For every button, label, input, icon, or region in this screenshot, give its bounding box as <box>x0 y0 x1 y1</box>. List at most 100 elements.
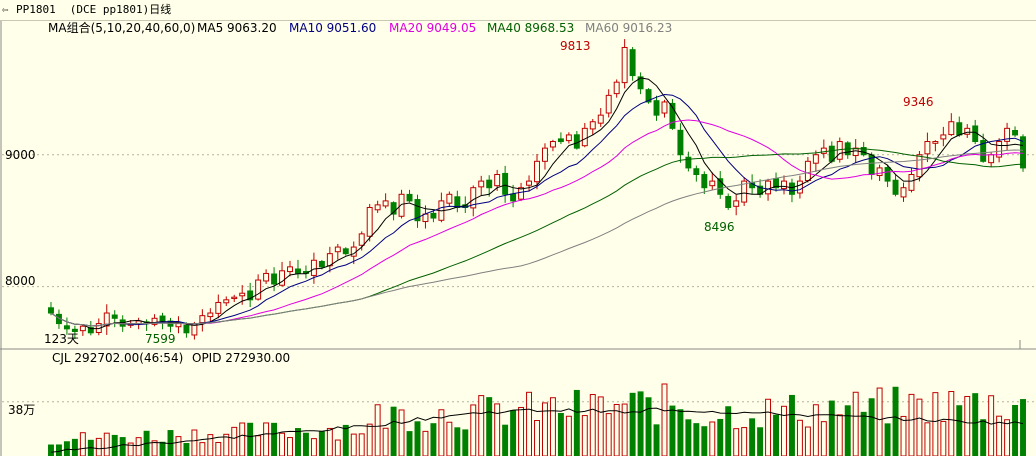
days-annotation: 123天 <box>44 332 79 346</box>
candle-up <box>175 323 182 328</box>
volume-bar-up <box>964 395 971 456</box>
candle-down <box>183 324 190 334</box>
candle-up <box>924 141 931 155</box>
candle-up <box>781 180 787 190</box>
high-annotation: 9813 <box>560 39 591 53</box>
candle-up <box>239 292 246 297</box>
candle-up <box>741 180 748 203</box>
volume-bar-down <box>406 431 413 456</box>
volume-bar-down <box>685 419 692 456</box>
volume-bar-up <box>661 383 668 456</box>
volume-bar-up <box>876 387 883 456</box>
candle-up <box>199 315 206 324</box>
candle-up <box>398 193 405 217</box>
candle-up <box>661 101 668 114</box>
candle-up <box>765 180 772 195</box>
volume-bar-up <box>382 427 389 456</box>
volume-bar-up <box>796 419 803 456</box>
volume-bar-up <box>223 433 230 456</box>
ma40-legend: MA40 8968.53 <box>487 21 574 35</box>
candle-up <box>1004 127 1011 142</box>
volume-bar-down <box>430 423 437 456</box>
volume-bar-down <box>454 427 461 456</box>
volume-bar-down <box>295 428 301 456</box>
candle-up <box>470 187 477 209</box>
candle-down <box>247 290 254 301</box>
volume-bar-down <box>717 418 724 456</box>
candle-down <box>788 182 795 195</box>
ma20-line <box>50 119 1024 327</box>
volume-bar-down <box>1020 399 1026 456</box>
candle-up <box>581 127 588 147</box>
volume-bar-up <box>1004 419 1011 456</box>
candle-up <box>366 206 373 237</box>
candle-up <box>900 187 907 198</box>
candle-down <box>159 315 166 322</box>
volume-bar-down <box>573 389 580 456</box>
volume-bar-down <box>502 424 509 456</box>
candle-up <box>852 147 859 157</box>
chart-title: (DCE pp1801)日线 <box>69 3 172 16</box>
candle-down <box>414 199 421 222</box>
candle-down <box>295 268 301 274</box>
candle-up <box>151 317 158 325</box>
volume-bar-up <box>326 427 333 456</box>
candle-up <box>605 94 612 114</box>
candle-up <box>287 266 293 273</box>
volume-bar-down <box>486 397 493 456</box>
candle-up <box>613 81 620 95</box>
candle-down <box>71 328 78 332</box>
opid-legend: OPID 272930.00 <box>192 351 290 365</box>
candle-down <box>717 178 724 195</box>
ma10-legend: MA10 9051.60 <box>289 21 376 35</box>
volume-bar-up <box>366 423 373 456</box>
volume-bar-up <box>765 398 772 456</box>
volume-bar-up <box>255 435 262 456</box>
volume-bar-down <box>119 437 126 456</box>
back-arrow-icon[interactable]: ⇦ <box>2 3 9 16</box>
volume-bar-up <box>422 430 429 456</box>
volume-bar-down <box>956 405 963 456</box>
volume-bars <box>48 383 1026 456</box>
volume-bar-up <box>310 438 317 456</box>
candle-down <box>980 140 987 162</box>
candle-down <box>87 327 94 334</box>
volume-bar-up <box>852 391 859 456</box>
candle-up <box>733 200 740 207</box>
symbol-label: PP1801 <box>16 3 56 16</box>
candle-up <box>932 141 939 144</box>
ma60-line <box>50 149 1024 327</box>
volume-bar-up <box>263 422 270 456</box>
volume-bar-down <box>159 441 166 456</box>
volume-bar-up <box>581 415 588 456</box>
candle-down <box>271 273 278 285</box>
volume-bar-up <box>175 436 182 456</box>
volume-bar-up <box>207 434 214 456</box>
candle-up <box>709 180 716 187</box>
candle-up <box>621 46 628 84</box>
volume-bar-down <box>725 406 732 456</box>
volume-bar-down <box>637 391 644 456</box>
left-low-annotation: 7599 <box>145 332 176 346</box>
candle-down <box>48 307 54 314</box>
candle-down <box>111 314 118 319</box>
candle-up <box>478 180 485 188</box>
candle-up <box>836 141 843 160</box>
candle-down <box>390 202 397 215</box>
volume-bar-up <box>932 392 939 456</box>
candle-up <box>279 270 286 286</box>
ma20-legend: MA20 9049.05 <box>389 21 476 35</box>
moving-average-lines <box>50 77 1024 330</box>
volume-bar-down <box>980 419 987 456</box>
volume-bar-up <box>940 420 947 456</box>
candle-up <box>988 154 995 164</box>
volume-bar-up <box>350 433 357 456</box>
candle-down <box>430 212 437 219</box>
volume-bar-up <box>446 421 453 456</box>
candle-down <box>629 49 636 77</box>
candle-up <box>804 160 811 182</box>
volume-bar-down <box>653 424 660 456</box>
volume-bar-down <box>860 411 867 456</box>
volume-bar-down <box>414 421 421 456</box>
volume-bar-down <box>669 405 676 456</box>
